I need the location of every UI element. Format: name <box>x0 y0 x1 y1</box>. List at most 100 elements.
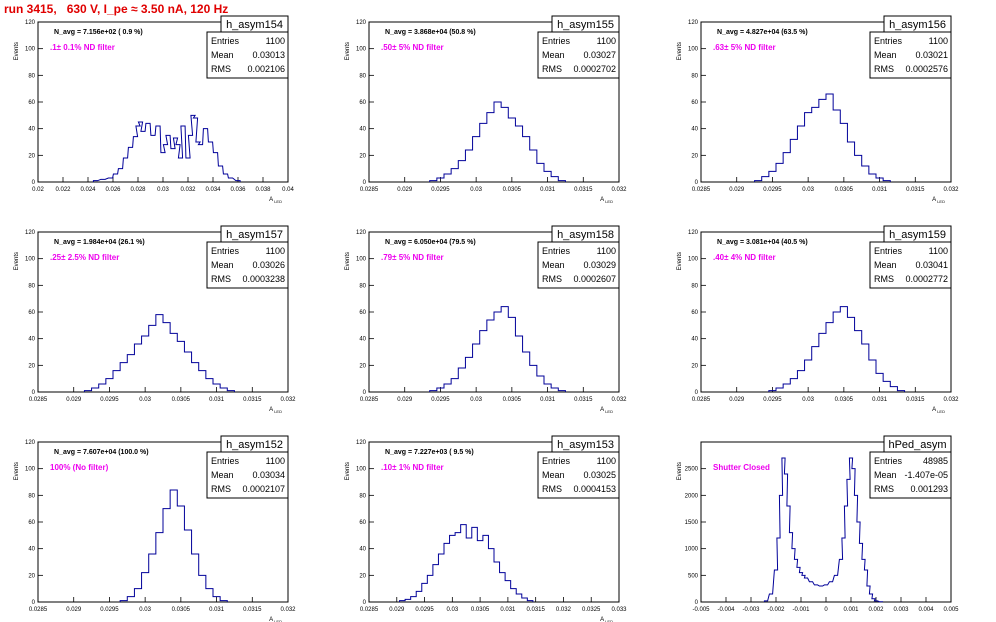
y-tick-label: 20 <box>28 363 35 369</box>
x-tick-label: 0.032 <box>556 607 572 613</box>
y-tick-label: 40 <box>359 547 366 553</box>
x-tick-label: 0.038 <box>255 187 271 193</box>
y-tick-label: 0 <box>32 180 36 186</box>
x-tick-label: 0.0285 <box>29 607 48 613</box>
x-tick-label: 0.032 <box>611 187 627 193</box>
stats-row-value: 48985 <box>923 456 948 466</box>
y-tick-label: 80 <box>691 73 698 79</box>
y-tick-label: 40 <box>691 127 698 133</box>
histogram-series <box>92 114 241 182</box>
histogram-bin <box>501 307 508 392</box>
x-tick-label: 0.0315 <box>243 607 262 613</box>
histogram-bin <box>776 163 783 182</box>
x-tick-label: 0.0315 <box>526 607 545 613</box>
histogram-bin <box>862 344 869 392</box>
histogram-bin <box>411 597 417 602</box>
stats-box <box>537 31 620 79</box>
navg-label: N_avg = 7.156e+02 ( 0.9 %) <box>54 29 143 36</box>
histogram-bin <box>444 543 450 602</box>
stats-row-value: 0.0004153 <box>573 484 616 494</box>
stats-row-value: 0.0003238 <box>242 274 285 284</box>
histogram-bin <box>92 388 99 392</box>
filter-label: .10± 1% ND filter <box>381 463 444 472</box>
y-tick-label: 100 <box>688 47 699 53</box>
x-tick-label: 0.032 <box>943 397 959 403</box>
x-tick-label: 0.032 <box>280 397 296 403</box>
stats-row-label: RMS <box>542 484 562 494</box>
y-tick-label: 120 <box>688 230 699 236</box>
stats-row-value: 0.002106 <box>247 64 285 74</box>
y-tick-label: 60 <box>28 100 35 106</box>
histogram-bin <box>127 597 134 602</box>
y-tick-label: 120 <box>25 440 36 446</box>
stats-title: h_asym156 <box>889 19 946 31</box>
histogram-bin <box>516 594 522 602</box>
y-tick-label: 0 <box>363 390 367 396</box>
histogram-bin <box>839 559 842 602</box>
stats-title: h_asym155 <box>557 19 614 31</box>
y-tick-label: 0 <box>32 390 36 396</box>
y-tick-label: 1500 <box>685 520 699 526</box>
x-tick-label: 0.0295 <box>100 607 119 613</box>
x-tick-label: 0.031 <box>872 397 888 403</box>
stats-row-value: 0.03021 <box>915 50 948 60</box>
stats-row-label: RMS <box>211 274 231 284</box>
histogram-bin <box>522 598 528 602</box>
histogram-bin <box>487 320 494 392</box>
x-tick-label: 0.0315 <box>574 397 593 403</box>
stats-row-label: Mean <box>211 470 234 480</box>
stats-row-value: 1100 <box>266 246 285 256</box>
y-tick-label: 120 <box>356 230 367 236</box>
x-tick-label: 0.032 <box>280 607 296 613</box>
y-axis-label: Events <box>14 252 20 270</box>
histogram-bin <box>136 126 140 182</box>
x-axis-label: A LED <box>932 407 945 414</box>
histogram-bin <box>170 333 177 392</box>
histogram-bin <box>797 371 804 392</box>
stats-row-label: Entries <box>874 36 903 46</box>
x-tick-label: 0.003 <box>893 607 909 613</box>
histogram-bin <box>178 158 182 182</box>
y-axis-label: Events <box>345 462 351 480</box>
histogram-series <box>429 306 566 392</box>
stats-row-value: 0.03025 <box>583 470 616 480</box>
y-tick-label: 80 <box>28 493 35 499</box>
stats-row-value: 0.0002107 <box>242 484 285 494</box>
y-tick-label: 120 <box>25 230 36 236</box>
y-tick-label: 100 <box>356 467 367 473</box>
stats-row-label: Mean <box>874 50 897 60</box>
histogram-bin <box>862 166 869 182</box>
stats-box <box>206 451 289 499</box>
histogram-bin <box>523 352 530 392</box>
stats-row-label: RMS <box>211 484 231 494</box>
y-tick-label: 20 <box>691 363 698 369</box>
stats-title: h_asym152 <box>226 439 283 451</box>
histogram-bin <box>99 384 106 392</box>
histogram-bin <box>218 166 222 182</box>
x-tick-label: 0.029 <box>729 397 745 403</box>
x-tick-label: 0.024 <box>80 187 96 193</box>
x-tick-label: 0.02 <box>32 187 44 193</box>
stats-row-value: 0.03041 <box>915 260 948 270</box>
histogram-bin <box>465 150 472 182</box>
x-axis-label: A LED <box>269 197 282 204</box>
histogram-bin <box>151 135 155 182</box>
stats-row-label: RMS <box>874 274 894 284</box>
histogram-bin <box>473 137 480 182</box>
y-tick-label: 40 <box>28 547 35 553</box>
x-tick-label: 0.029 <box>729 187 745 193</box>
stats-box <box>869 241 952 289</box>
stats-row-label: Mean <box>874 260 897 270</box>
histogram-bin <box>141 131 145 182</box>
x-tick-label: 0.04 <box>282 187 294 193</box>
histogram-bin <box>192 554 199 602</box>
histogram-bin <box>515 336 522 392</box>
x-tick-label: 0.03 <box>139 397 151 403</box>
y-tick-label: 80 <box>28 73 35 79</box>
x-tick-label: -0.005 <box>692 607 710 613</box>
histogram-bin <box>220 388 227 392</box>
x-tick-label: 0.029 <box>389 607 405 613</box>
histogram-bin <box>515 126 522 182</box>
x-tick-label: 0.03 <box>446 607 458 613</box>
x-tick-label: 0.0315 <box>906 397 925 403</box>
